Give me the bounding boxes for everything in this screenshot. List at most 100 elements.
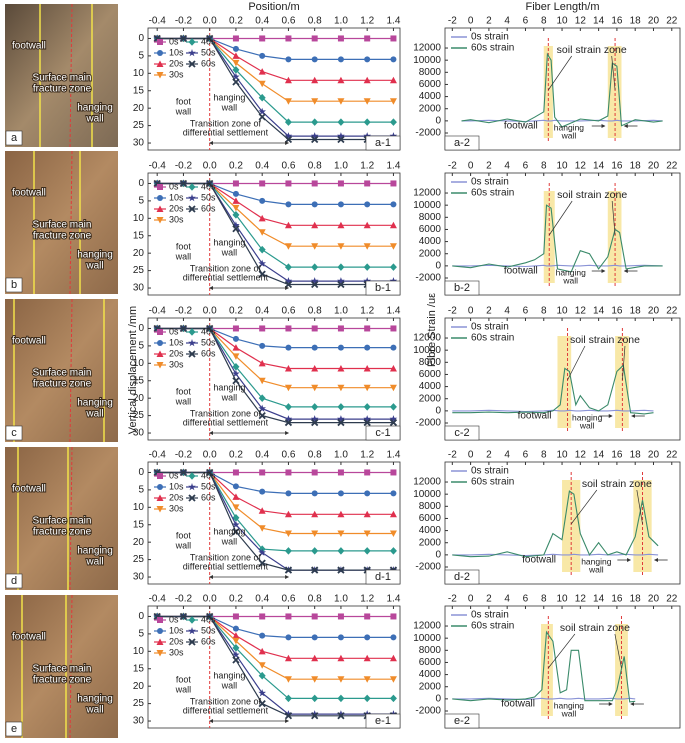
legend-label: 30s bbox=[169, 647, 184, 657]
marker bbox=[337, 634, 344, 641]
transition-label: Transition zone of bbox=[190, 696, 262, 706]
marker bbox=[337, 530, 345, 537]
x-tick-label: 6 bbox=[523, 594, 529, 605]
y-tick-label: 12000 bbox=[413, 477, 441, 488]
x-tick-label: 0 bbox=[468, 594, 474, 605]
hanging-wall-label: wall bbox=[221, 680, 238, 690]
series-line bbox=[157, 182, 394, 286]
y-tick-label: -2000 bbox=[415, 418, 441, 429]
panel-label: a-2 bbox=[454, 137, 470, 149]
y-tick-label: 20 bbox=[133, 103, 145, 114]
marker bbox=[389, 654, 397, 662]
marker bbox=[390, 344, 397, 351]
y-tick-label: 0 bbox=[435, 694, 441, 705]
marker bbox=[364, 469, 371, 476]
legend-label: 50s bbox=[201, 337, 216, 347]
marker bbox=[311, 547, 319, 555]
photo-footwall: footwall bbox=[12, 336, 46, 347]
transition-label: differential settlement bbox=[183, 272, 269, 282]
x-tick-label: 1.2 bbox=[360, 161, 374, 172]
marker bbox=[259, 613, 266, 620]
marker bbox=[156, 638, 164, 645]
plot-frame bbox=[147, 27, 401, 151]
marker bbox=[157, 473, 163, 479]
hanging-wall-label: wall bbox=[588, 564, 604, 574]
marker bbox=[364, 56, 371, 63]
marker bbox=[188, 205, 196, 213]
y-tick-label: 25 bbox=[133, 554, 145, 565]
x-tick-label: 18 bbox=[630, 450, 642, 461]
x-tick-label: 4 bbox=[504, 161, 510, 172]
marker bbox=[232, 52, 240, 59]
x-tick-label: 8 bbox=[541, 306, 547, 317]
marker bbox=[232, 369, 240, 377]
photo-hanging-wall: hanging bbox=[77, 546, 113, 557]
marker bbox=[284, 384, 292, 392]
marker bbox=[363, 76, 371, 84]
marker bbox=[157, 628, 163, 634]
x-tick-label: 10 bbox=[556, 16, 568, 27]
x-tick-label: 0.8 bbox=[308, 450, 322, 461]
marker bbox=[157, 329, 163, 335]
photo-footwall: footwall bbox=[12, 41, 46, 52]
y-tick-label: 0 bbox=[138, 467, 144, 478]
marker bbox=[363, 118, 371, 126]
marker bbox=[390, 634, 397, 641]
y-tick-label: 8000 bbox=[419, 212, 442, 223]
x-tick-label: 18 bbox=[630, 594, 642, 605]
marker bbox=[188, 49, 196, 57]
marker bbox=[284, 676, 292, 683]
marker bbox=[311, 56, 318, 63]
y-tick-label: 5 bbox=[138, 51, 144, 62]
marker bbox=[259, 469, 266, 476]
panel-label-box bbox=[444, 569, 480, 585]
marker bbox=[232, 72, 240, 80]
strain-zone bbox=[543, 46, 553, 138]
marker bbox=[389, 415, 398, 423]
series-line bbox=[452, 490, 659, 558]
marker bbox=[311, 694, 319, 703]
marker bbox=[284, 221, 292, 229]
x-tick-label: 0.4 bbox=[255, 450, 269, 461]
photo-label: c bbox=[11, 427, 17, 439]
x-tick-label: -0.4 bbox=[149, 306, 167, 317]
marker bbox=[363, 365, 371, 372]
panel-label-box bbox=[444, 135, 480, 151]
marker bbox=[311, 325, 318, 332]
marker bbox=[337, 98, 345, 105]
y-tick-label: -2000 bbox=[415, 273, 441, 284]
transition-label: differential settlement bbox=[183, 561, 269, 571]
y-tick-label: 10 bbox=[133, 502, 145, 513]
marker bbox=[156, 217, 164, 224]
y-tick-label: 8000 bbox=[419, 357, 442, 368]
photo bbox=[5, 595, 118, 738]
marker bbox=[389, 221, 397, 229]
marker bbox=[363, 263, 371, 271]
marker bbox=[188, 38, 196, 46]
y-tick-label: 30 bbox=[133, 716, 145, 727]
y-tick-label: -2000 bbox=[415, 706, 441, 717]
marker bbox=[156, 72, 164, 79]
marker bbox=[337, 710, 345, 718]
marker bbox=[311, 201, 318, 208]
x-tick-label: 8 bbox=[541, 16, 547, 27]
hanging-wall-label: hanging bbox=[572, 412, 603, 422]
x-tick-label: 8 bbox=[541, 161, 547, 172]
marker bbox=[232, 204, 240, 212]
y-tick-label: 10 bbox=[133, 358, 145, 369]
x-tick-label: -0.4 bbox=[149, 594, 167, 605]
x-tick-label: 0.6 bbox=[281, 161, 295, 172]
marker bbox=[337, 654, 345, 662]
marker bbox=[258, 93, 266, 102]
photo-label-box bbox=[5, 425, 23, 441]
marker bbox=[284, 263, 292, 271]
marker bbox=[232, 656, 240, 664]
marker bbox=[232, 353, 240, 360]
marker bbox=[156, 205, 164, 212]
series-line bbox=[157, 471, 394, 571]
x-tick-label: -0.2 bbox=[175, 450, 193, 461]
x-tick-label: 6 bbox=[523, 161, 529, 172]
marker bbox=[188, 616, 196, 624]
photo-hanging-wall: wall bbox=[85, 261, 103, 272]
